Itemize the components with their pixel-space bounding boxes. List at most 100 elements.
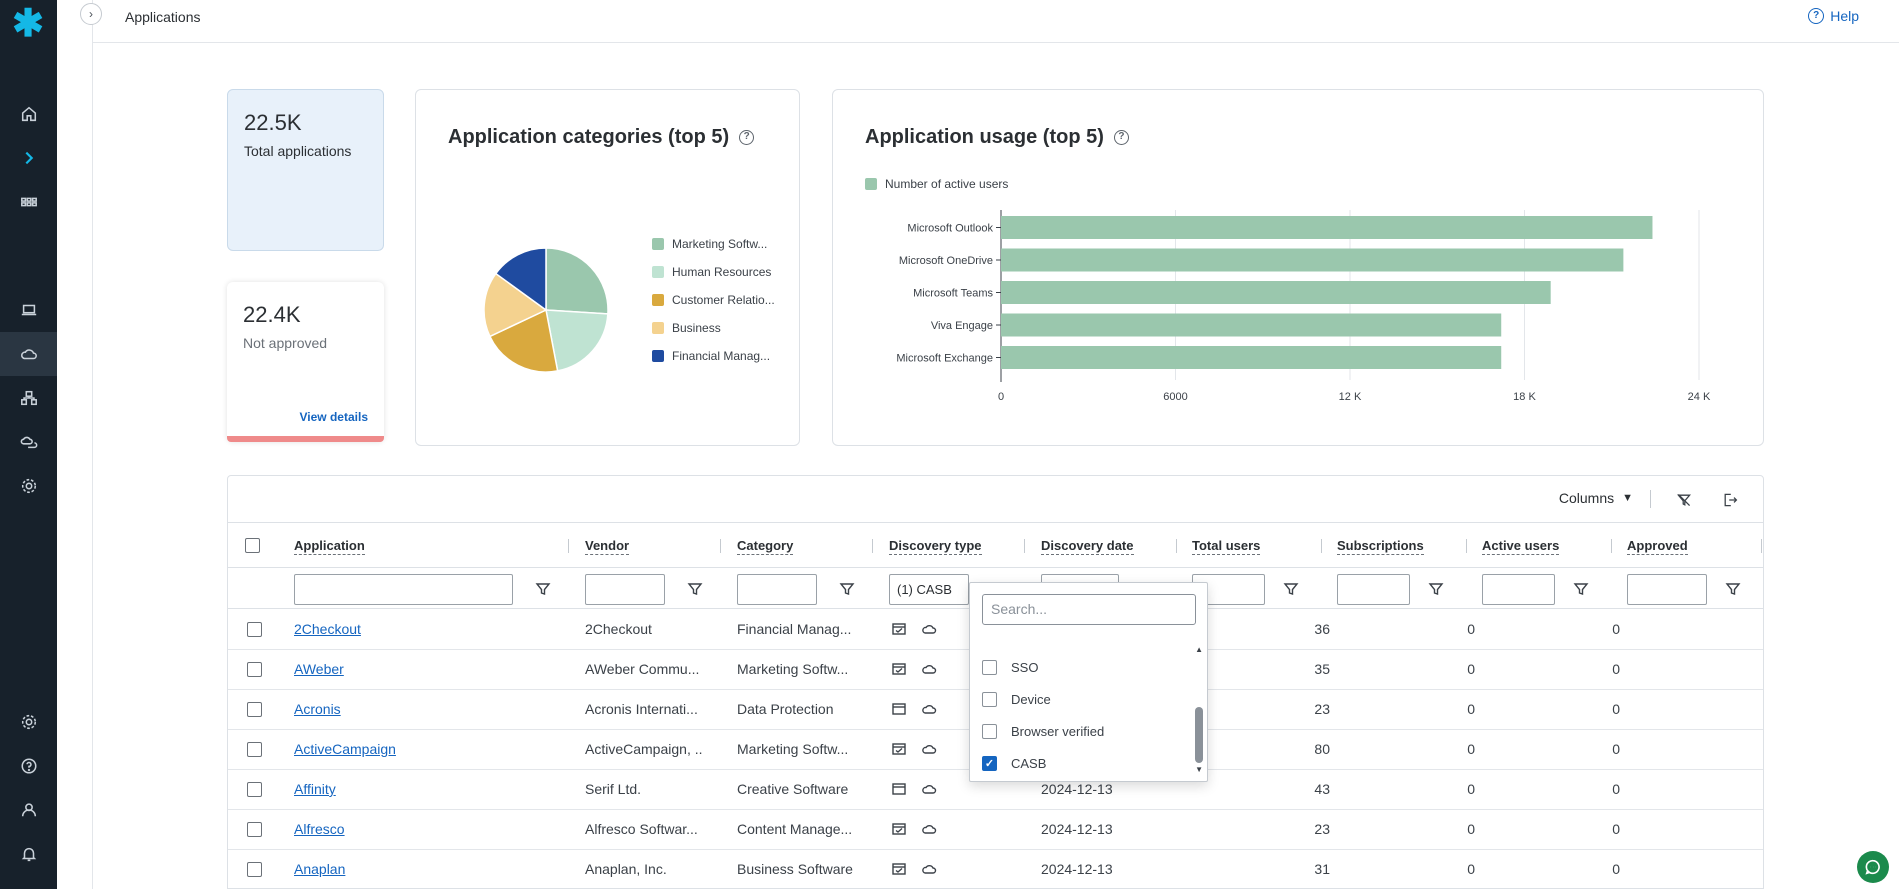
column-header[interactable]: Application: [294, 538, 365, 555]
legend-item[interactable]: Financial Manag...: [652, 342, 782, 370]
column-resize-handle[interactable]: [1176, 539, 1177, 553]
column-resize-handle[interactable]: [1611, 539, 1612, 553]
home-icon[interactable]: [14, 99, 44, 129]
filter-funnel-icon[interactable]: [1428, 581, 1444, 597]
legend-item[interactable]: Business: [652, 314, 782, 342]
application-link[interactable]: Affinity: [294, 781, 336, 797]
application-link[interactable]: Alfresco: [294, 821, 345, 837]
settings-icon[interactable]: [14, 707, 44, 737]
legend-item[interactable]: Customer Relatio...: [652, 286, 782, 314]
column-header[interactable]: Approved: [1627, 538, 1688, 555]
column-header[interactable]: Total users: [1192, 538, 1261, 555]
column-resize-handle[interactable]: [720, 539, 721, 553]
bar[interactable]: [1001, 281, 1551, 304]
info-icon[interactable]: ?: [739, 130, 755, 145]
bar[interactable]: [1001, 313, 1502, 337]
bell-icon[interactable]: [14, 839, 44, 869]
column-resize-handle[interactable]: [1024, 539, 1025, 553]
pie-slice[interactable]: [483, 272, 548, 338]
dropdown-option[interactable]: Browser verified: [982, 721, 1104, 741]
column-header[interactable]: Active users: [1482, 538, 1560, 555]
application-link[interactable]: Acronis: [294, 701, 341, 717]
option-checkbox[interactable]: ✓: [982, 755, 997, 771]
column-filter-input[interactable]: [1627, 574, 1707, 605]
view-details-link[interactable]: View details: [299, 410, 368, 424]
scroll-up-icon[interactable]: ▲: [1195, 645, 1203, 654]
legend-item[interactable]: Human Resources: [652, 258, 782, 286]
option-checkbox[interactable]: [982, 659, 997, 675]
row-checkbox[interactable]: [247, 662, 262, 677]
column-resize-handle[interactable]: [568, 539, 569, 553]
filter-funnel-icon[interactable]: [1283, 581, 1299, 597]
pie-slice[interactable]: [545, 309, 609, 372]
table-row[interactable]: Affinity Serif Ltd. Creative Software 2024-…: [228, 770, 1763, 810]
application-link[interactable]: ActiveCampaign: [294, 741, 396, 757]
pie-slice[interactable]: [545, 247, 609, 315]
row-checkbox[interactable]: [247, 862, 262, 877]
column-filter-input[interactable]: [585, 574, 665, 605]
application-link[interactable]: Anaplan: [294, 861, 346, 877]
row-checkbox[interactable]: [247, 742, 262, 757]
laptop-icon[interactable]: [14, 295, 44, 325]
dropdown-option[interactable]: ✓ CASB: [982, 753, 1046, 773]
row-checkbox[interactable]: [247, 622, 262, 637]
network-icon[interactable]: [14, 383, 44, 413]
table-row[interactable]: Anaplan Anaplan, Inc. Business Software 202…: [228, 850, 1763, 888]
columns-button[interactable]: Columns ▼: [1559, 490, 1633, 506]
column-resize-handle[interactable]: [872, 539, 873, 553]
option-checkbox[interactable]: [982, 723, 997, 739]
bar[interactable]: [1001, 346, 1502, 369]
row-checkbox[interactable]: [247, 822, 262, 837]
select-all-checkbox[interactable]: [245, 538, 260, 553]
filter-funnel-icon[interactable]: [839, 581, 855, 597]
scroll-down-icon[interactable]: ▼: [1195, 765, 1203, 774]
export-icon[interactable]: [1719, 489, 1741, 511]
option-label: CASB: [1011, 755, 1047, 771]
column-header[interactable]: Category: [737, 538, 794, 555]
column-filter-input[interactable]: (1) CASB: [889, 574, 969, 605]
row-checkbox[interactable]: [247, 702, 262, 717]
dropdown-option[interactable]: Device: [982, 689, 1051, 709]
filter-funnel-icon[interactable]: [1573, 581, 1589, 597]
application-link[interactable]: AWeber: [294, 661, 344, 677]
column-header[interactable]: Discovery type: [889, 538, 982, 555]
pie-slice[interactable]: [488, 308, 559, 373]
cloud-icon[interactable]: [14, 339, 44, 369]
filter-funnel-icon[interactable]: [1725, 581, 1741, 597]
chat-button[interactable]: [1857, 851, 1889, 883]
dropdown-scrollbar-thumb[interactable]: [1195, 707, 1203, 763]
expand-chevron-icon[interactable]: [14, 143, 44, 173]
column-header[interactable]: Subscriptions: [1337, 538, 1424, 555]
legend-item[interactable]: Marketing Softw...: [652, 230, 782, 258]
gear-icon[interactable]: [14, 471, 44, 501]
column-filter-input[interactable]: [1337, 574, 1410, 605]
filter-funnel-icon[interactable]: [687, 581, 703, 597]
application-link[interactable]: 2Checkout: [294, 621, 361, 637]
column-header[interactable]: Discovery date: [1041, 538, 1134, 555]
column-header[interactable]: Vendor: [585, 538, 630, 555]
bar[interactable]: [1001, 248, 1624, 272]
dropdown-search-input[interactable]: Search...: [982, 594, 1196, 625]
apps-grid-icon[interactable]: [14, 187, 44, 217]
filter-funnel-icon[interactable]: [535, 581, 551, 597]
clear-filters-icon[interactable]: [1673, 489, 1695, 511]
collapse-panel-button[interactable]: ›: [80, 3, 102, 25]
column-resize-handle[interactable]: [1321, 539, 1322, 553]
clouds-icon[interactable]: [14, 427, 44, 457]
column-filter-input[interactable]: [294, 574, 513, 605]
help-circle-icon[interactable]: [14, 751, 44, 781]
table-row[interactable]: Alfresco Alfresco Softwar... Content Manag…: [228, 810, 1763, 850]
dropdown-option[interactable]: SSO: [982, 657, 1038, 677]
help-link[interactable]: ? Help: [1808, 8, 1859, 24]
brand-logo-icon[interactable]: ✱: [12, 3, 44, 45]
column-filter-input[interactable]: [1482, 574, 1555, 605]
column-resize-handle[interactable]: [1761, 539, 1762, 553]
column-resize-handle[interactable]: [1466, 539, 1467, 553]
user-icon[interactable]: [14, 795, 44, 825]
column-filter-input[interactable]: [737, 574, 817, 605]
info-icon[interactable]: ?: [1113, 130, 1129, 145]
pie-slice[interactable]: [494, 247, 547, 312]
row-checkbox[interactable]: [247, 782, 262, 797]
option-checkbox[interactable]: [982, 691, 997, 707]
bar[interactable]: [1001, 216, 1653, 239]
